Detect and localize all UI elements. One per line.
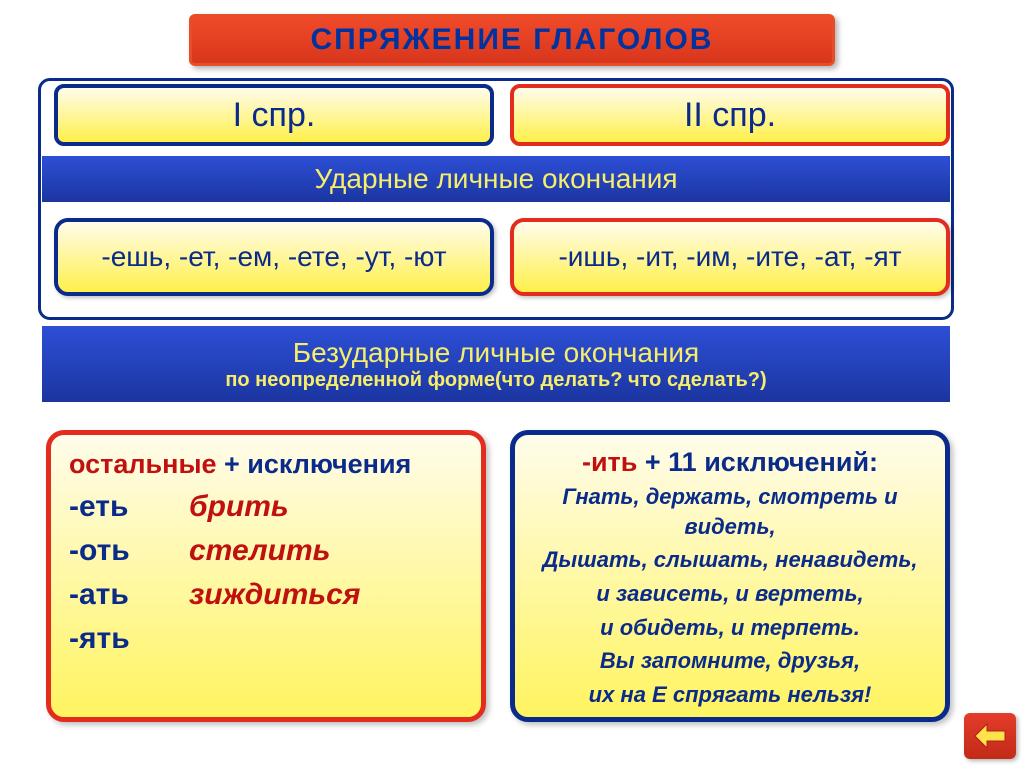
main-title: СПРЯЖЕНИЕ ГЛАГОЛОВ (189, 14, 835, 66)
word-0: брить (189, 490, 289, 524)
back-arrow-icon (973, 722, 1007, 750)
right-panel: -ить + 11 исключений: Гнать, держать, см… (510, 430, 950, 722)
left-title-red: остальные (69, 449, 224, 479)
suffix-3: -ять (69, 622, 189, 656)
back-button[interactable] (964, 713, 1016, 759)
spr1-box: I спр. (54, 84, 494, 146)
right-line-3: и обидеть, и терпеть. (531, 613, 929, 643)
right-line-0: Гнать, держать, смотреть и видеть, (531, 482, 929, 541)
word-2: зиждиться (189, 578, 360, 612)
right-line-5: их на Е спрягать нельзя! (531, 680, 929, 710)
right-title-red: -ить (582, 447, 645, 477)
left-panel: остальные + исключения -еть брить -оть с… (46, 430, 486, 722)
right-title-plus: + 11 исключений: (645, 447, 878, 477)
word-1: стелить (189, 534, 331, 568)
endings-1: -ешь, -ет, -ем, -ете, -ут, -ют (54, 218, 494, 296)
left-row-3: -ять (69, 622, 463, 656)
unstressed-label: Безударные личные окончания (293, 337, 699, 369)
stressed-bar: Ударные личные окончания (42, 156, 950, 202)
endings-2: -ишь, -ит, -им, -ите, -ат, -ят (510, 218, 950, 296)
left-row-0: -еть брить (69, 490, 463, 524)
right-title: -ить + 11 исключений: (531, 447, 929, 478)
suffix-0: -еть (69, 490, 189, 524)
spr2-box: II спр. (510, 84, 950, 146)
right-line-4: Вы запомните, друзья, (531, 646, 929, 676)
unstressed-bar: Безударные личные окончания по неопредел… (42, 326, 950, 402)
unstressed-sublabel: по неопределенной форме(что делать? что … (225, 369, 766, 392)
left-row-1: -оть стелить (69, 534, 463, 568)
left-title: остальные + исключения (69, 449, 463, 480)
suffix-2: -ать (69, 578, 189, 612)
poster: СПРЯЖЕНИЕ ГЛАГОЛОВ I спр. II спр. Ударны… (0, 0, 1024, 767)
left-title-plus: + исключения (224, 449, 411, 479)
right-line-2: и зависеть, и вертеть, (531, 579, 929, 609)
right-line-1: Дышать, слышать, ненавидеть, (531, 545, 929, 575)
left-row-2: -ать зиждиться (69, 578, 463, 612)
suffix-1: -оть (69, 534, 189, 568)
